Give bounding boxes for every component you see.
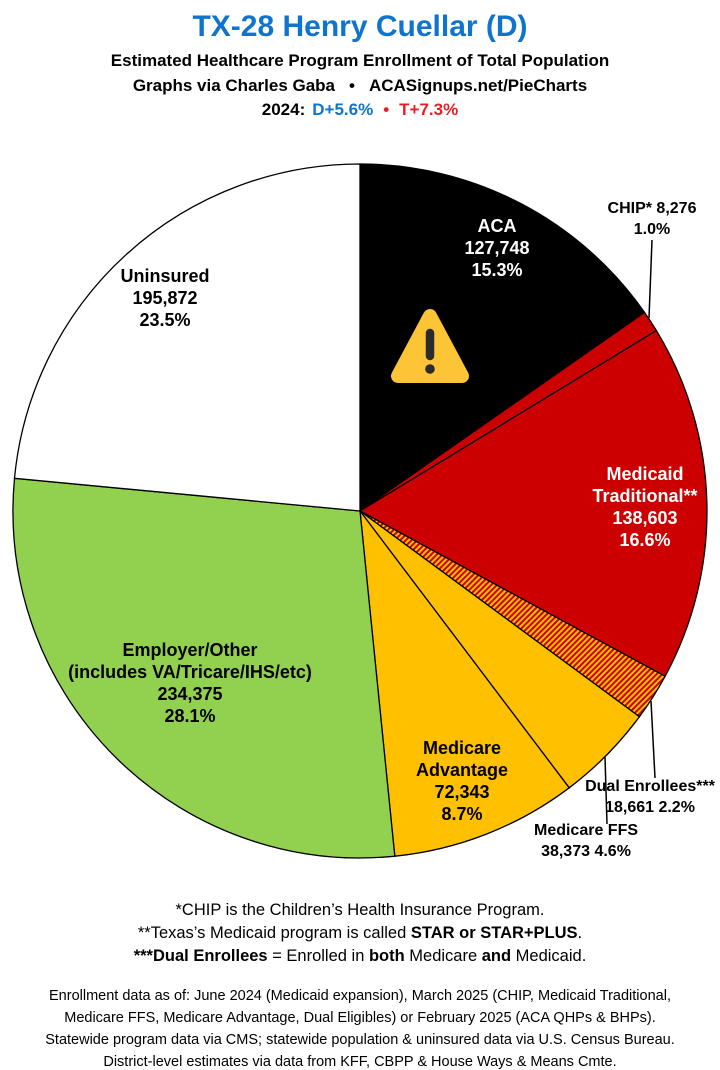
footnotes: *CHIP is the Children’s Health Insurance… (0, 899, 720, 968)
pie-slice-medicare-advantage (359, 508, 571, 857)
source-line: Medicare FFS, Medicare Advantage, Dual E… (64, 1010, 656, 1026)
slice-name: Advantage (415, 760, 509, 780)
slice-label-medicare-ffs: Medicare FFS 38,373 4.6% (534, 820, 638, 862)
source-line: Statewide program data via CMS; statewid… (45, 1032, 675, 1048)
credit-site: ACASignups.net/PieCharts (368, 76, 588, 95)
footnote-text: Medicare (404, 947, 482, 965)
footnote-text: **Texas’s Medicaid program is called (137, 924, 411, 942)
election-line: 2024: D+5.6% • T+7.3% (0, 100, 720, 120)
slice-label-medicare-advantage: Medicare Advantage 72,343 8.7% (416, 737, 508, 825)
slice-label-medicaid-traditional: Medicaid Traditional** 138,603 16.6% (592, 463, 697, 551)
source-note: Enrollment data as of: June 2024 (Medica… (0, 985, 720, 1070)
slice-name: CHIP* 8,276 (607, 200, 697, 217)
warning-icon (391, 309, 469, 383)
slice-name: (includes VA/Tricare/IHS/etc) (68, 662, 312, 682)
slice-label-chip: CHIP* 8,276 1.0% (608, 198, 697, 240)
slice-name: Traditional** (592, 486, 698, 506)
slice-value: 234,375 (157, 684, 223, 704)
bullet-icon: • (349, 76, 355, 95)
slice-value: 72,343 (434, 782, 490, 802)
slice-label-uninsured: Uninsured 195,872 23.5% (120, 265, 209, 331)
footnote-bold: STAR or STAR+PLUS (410, 924, 578, 942)
footnote-dual: ***Dual Enrollees = Enrolled in both Med… (0, 945, 720, 968)
credit-author: Graphs via Charles Gaba (132, 76, 336, 95)
slice-value: 195,872 (132, 288, 198, 308)
leader-line-chip (648, 239, 653, 319)
slice-label-dual-enrollees: Dual Enrollees*** 18,661 2.2% (585, 776, 715, 818)
slice-pct: 8.7% (441, 804, 483, 824)
slice-pct: 28.1% (164, 706, 216, 726)
pie-slice-medicaid-traditional (358, 329, 708, 678)
pie-slice-aca (359, 163, 646, 513)
slice-value: 138,603 (612, 508, 678, 528)
footnote-bold: both (368, 947, 405, 965)
footnote-text: . (577, 924, 583, 942)
election-year: 2024: (261, 100, 306, 119)
chart-subtitle: Estimated Healthcare Program Enrollment … (110, 51, 610, 70)
page-title: TX-28 Henry Cuellar (D) (192, 10, 528, 43)
slice-label-aca: ACA 127,748 15.3% (464, 215, 529, 281)
slice-value: 38,373 4.6% (541, 843, 631, 860)
slice-name: Dual Enrollees*** (585, 778, 715, 795)
warning-exclamation-dot (425, 364, 435, 374)
footnote-bold: and (481, 947, 512, 965)
slice-name: Medicare FFS (533, 822, 639, 839)
leader-line-medicare-ffs (604, 756, 608, 825)
slice-name: Medicaid (606, 464, 684, 484)
slice-value: 18,661 2.2% (605, 799, 695, 816)
bullet-icon: • (383, 100, 390, 119)
slice-label-employer-other: Employer/Other (includes VA/Tricare/IHS/… (68, 639, 312, 727)
slice-pct: 1.0% (633, 221, 671, 238)
footnote-chip: *CHIP is the Children’s Health Insurance… (175, 901, 545, 919)
slice-pct: 23.5% (139, 310, 191, 330)
footnote-text: Medicaid. (511, 947, 587, 965)
source-line: District-level estimates via data from K… (103, 1054, 617, 1070)
footnote-text: = Enrolled in (267, 947, 369, 965)
pie-slice-uninsured (13, 163, 361, 512)
slice-name: ACA (477, 216, 517, 236)
source-line: Enrollment data as of: June 2024 (Medica… (49, 988, 671, 1004)
footnote-bold: ***Dual Enrollees (133, 947, 268, 965)
slice-pct: 16.6% (619, 530, 671, 550)
slice-name: Medicare (422, 738, 502, 758)
footnote-medicaid: **Texas’s Medicaid program is called STA… (0, 922, 720, 945)
slice-name: Uninsured (120, 266, 210, 286)
slice-name: Employer/Other (122, 640, 258, 660)
pie-slices (12, 163, 708, 859)
pie-slice-employer-other (12, 477, 396, 859)
leader-line-dual-enrollees (650, 700, 656, 779)
slice-pct: 15.3% (471, 260, 523, 280)
slice-value: 127,748 (464, 238, 530, 258)
rep-margin: T+7.3% (399, 100, 459, 119)
credit-line: Graphs via Charles Gaba • ACASignups.net/P… (0, 76, 720, 96)
dem-margin: D+5.6% (312, 100, 374, 119)
